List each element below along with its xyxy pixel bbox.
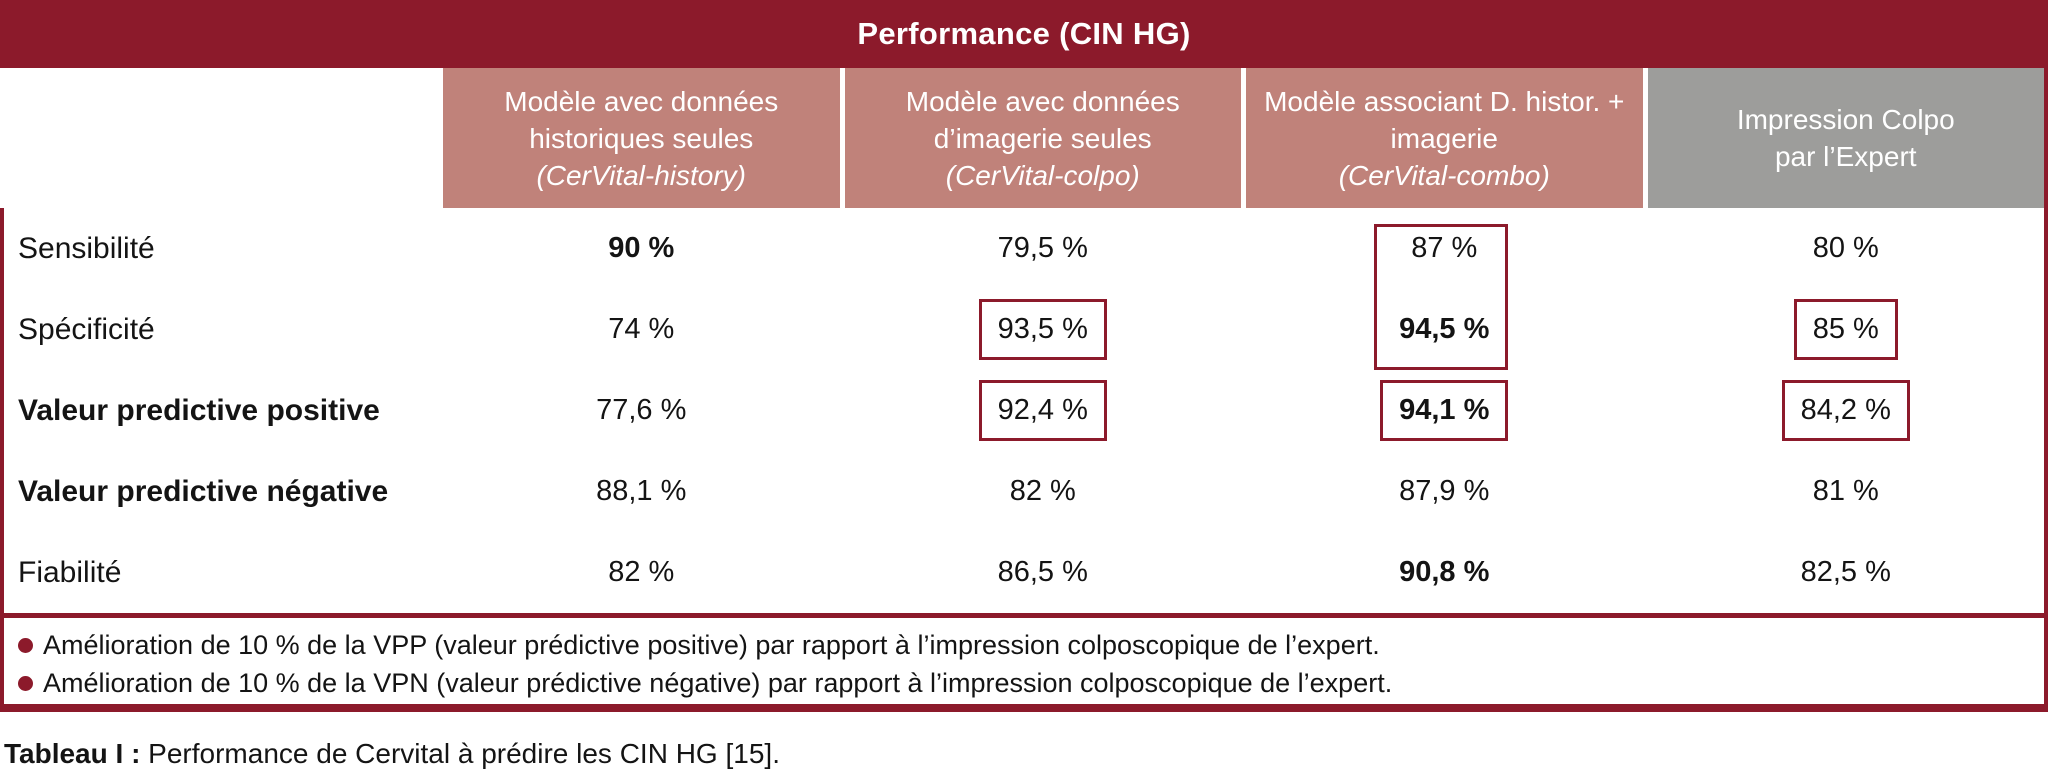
metric-value: 81 %	[1812, 475, 1879, 507]
value-cell: 81 %	[1648, 475, 2045, 508]
column-header-subtitle: (CerVital-colpo)	[945, 159, 1140, 191]
column-header-line: Modèle avec données	[504, 85, 779, 117]
table-row-fiabilite: Fiabilité 82 % 86,5 % 90,8 % 82,5 %	[4, 532, 2044, 613]
metric-value-highlighted: 94,1 %	[1380, 380, 1509, 441]
metric-value: 79,5 %	[997, 232, 1088, 264]
value-cell: 82 %	[443, 556, 840, 589]
row-label: Valeur predictive négative	[18, 474, 389, 508]
bullet-icon	[18, 637, 33, 653]
footnote-vpn: Amélioration de 10 % de la VPN (valeur p…	[18, 667, 2044, 700]
metric-value: 82,5 %	[1800, 556, 1891, 588]
table-row-vpp: Valeur predictive positive 77,6 % 92,4 %…	[4, 370, 2044, 451]
table-row-sensibilite: Sensibilité 90 % 79,5 % 87 % 80 %	[4, 208, 2044, 289]
column-header-combo: Modèle associant D. histor. + imagerie (…	[1246, 68, 1643, 208]
column-header-history: Modèle avec données historiques seules (…	[443, 68, 840, 208]
value-cell: 74 %	[443, 313, 840, 346]
metric-value: 94,5 %	[1399, 313, 1490, 345]
value-cell: 94,1 %	[1246, 380, 1643, 441]
metric-value: 87 %	[1411, 232, 1478, 264]
value-cell: 77,6 %	[443, 394, 840, 427]
table-body: Sensibilité 90 % 79,5 % 87 % 80 % Spécif…	[0, 208, 2048, 613]
table-row-specificite: Spécificité 74 % 93,5 % 94,5 % 85 %	[4, 289, 2044, 370]
column-header-line: d’imagerie seules	[933, 122, 1152, 154]
column-header-line: Impression Colpo	[1736, 104, 1955, 135]
metric-value-highlighted: 92,4 %	[978, 380, 1107, 441]
column-header-colpo: Modèle avec données d’imagerie seules (C…	[844, 68, 1241, 208]
metric-value: 82 %	[608, 556, 675, 588]
table-caption: Tableau I : Performance de Cervital à pr…	[0, 738, 2048, 770]
row-label: Sensibilité	[18, 231, 155, 265]
footnote-vpp: Amélioration de 10 % de la VPP (valeur p…	[18, 629, 2044, 662]
metric-value: 87,9 %	[1399, 475, 1490, 507]
value-cell: 87 %	[1246, 232, 1643, 265]
performance-table: Performance (CIN HG) Modèle avec données…	[0, 0, 2048, 712]
row-label: Valeur predictive positive	[18, 393, 380, 427]
value-cell: 86,5 %	[845, 556, 1242, 589]
value-cell: 90,8 %	[1246, 556, 1643, 589]
metric-value: 90,8 %	[1399, 556, 1490, 588]
metric-value-highlighted: 84,2 %	[1781, 380, 1910, 441]
value-cell: 90 %	[443, 232, 840, 265]
column-header-line: historiques seules	[529, 122, 754, 154]
metric-value: 90 %	[608, 232, 675, 264]
value-cell: 80 %	[1648, 232, 2045, 265]
value-cell: 92,4 %	[845, 380, 1242, 441]
column-header-subtitle: (CerVital-combo)	[1338, 159, 1550, 191]
column-header-line: Modèle associant D. histor. +	[1264, 85, 1625, 117]
row-label: Spécificité	[18, 312, 155, 346]
value-cell: 88,1 %	[443, 475, 840, 508]
table-row-vpn: Valeur predictive négative 88,1 % 82 % 8…	[4, 451, 2044, 532]
table-title: Performance (CIN HG)	[0, 0, 2048, 68]
metric-value-highlighted: 85 %	[1793, 299, 1898, 360]
caption-label: Tableau I :	[4, 738, 141, 769]
column-header-line: par l’Expert	[1774, 141, 1917, 172]
value-cell: 82 %	[845, 475, 1242, 508]
column-header-line: Modèle avec données	[905, 85, 1180, 117]
value-cell: 93,5 %	[845, 299, 1242, 360]
row-label: Fiabilité	[18, 555, 122, 589]
value-cell: 79,5 %	[845, 232, 1242, 265]
footnote-text: Amélioration de 10 % de la VPP (valeur p…	[43, 629, 1380, 660]
metric-value: 77,6 %	[596, 394, 687, 426]
value-cell: 84,2 %	[1648, 380, 2045, 441]
metric-value: 86,5 %	[997, 556, 1088, 588]
footnote-text: Amélioration de 10 % de la VPN (valeur p…	[43, 667, 1393, 698]
value-cell: 94,5 %	[1246, 313, 1643, 346]
footnotes-box: Amélioration de 10 % de la VPP (valeur p…	[0, 613, 2048, 712]
value-cell: 87,9 %	[1246, 475, 1643, 508]
column-header-subtitle: (CerVital-history)	[536, 159, 747, 191]
value-cell: 82,5 %	[1648, 556, 2045, 589]
metric-value: 80 %	[1812, 232, 1879, 264]
column-header-line: imagerie	[1390, 122, 1498, 154]
metric-value: 88,1 %	[596, 475, 687, 507]
caption-text: Performance de Cervital à prédire les CI…	[148, 738, 780, 769]
empty-corner-cell	[0, 68, 443, 208]
metric-value-highlighted: 93,5 %	[978, 299, 1107, 360]
metric-value: 74 %	[608, 313, 675, 345]
bullet-icon	[18, 675, 33, 691]
value-cell: 85 %	[1648, 299, 2045, 360]
metric-value: 82 %	[1009, 475, 1076, 507]
column-header-row: Modèle avec données historiques seules (…	[0, 68, 2048, 208]
column-header-expert: Impression Colpo par l’Expert	[1647, 68, 2044, 208]
